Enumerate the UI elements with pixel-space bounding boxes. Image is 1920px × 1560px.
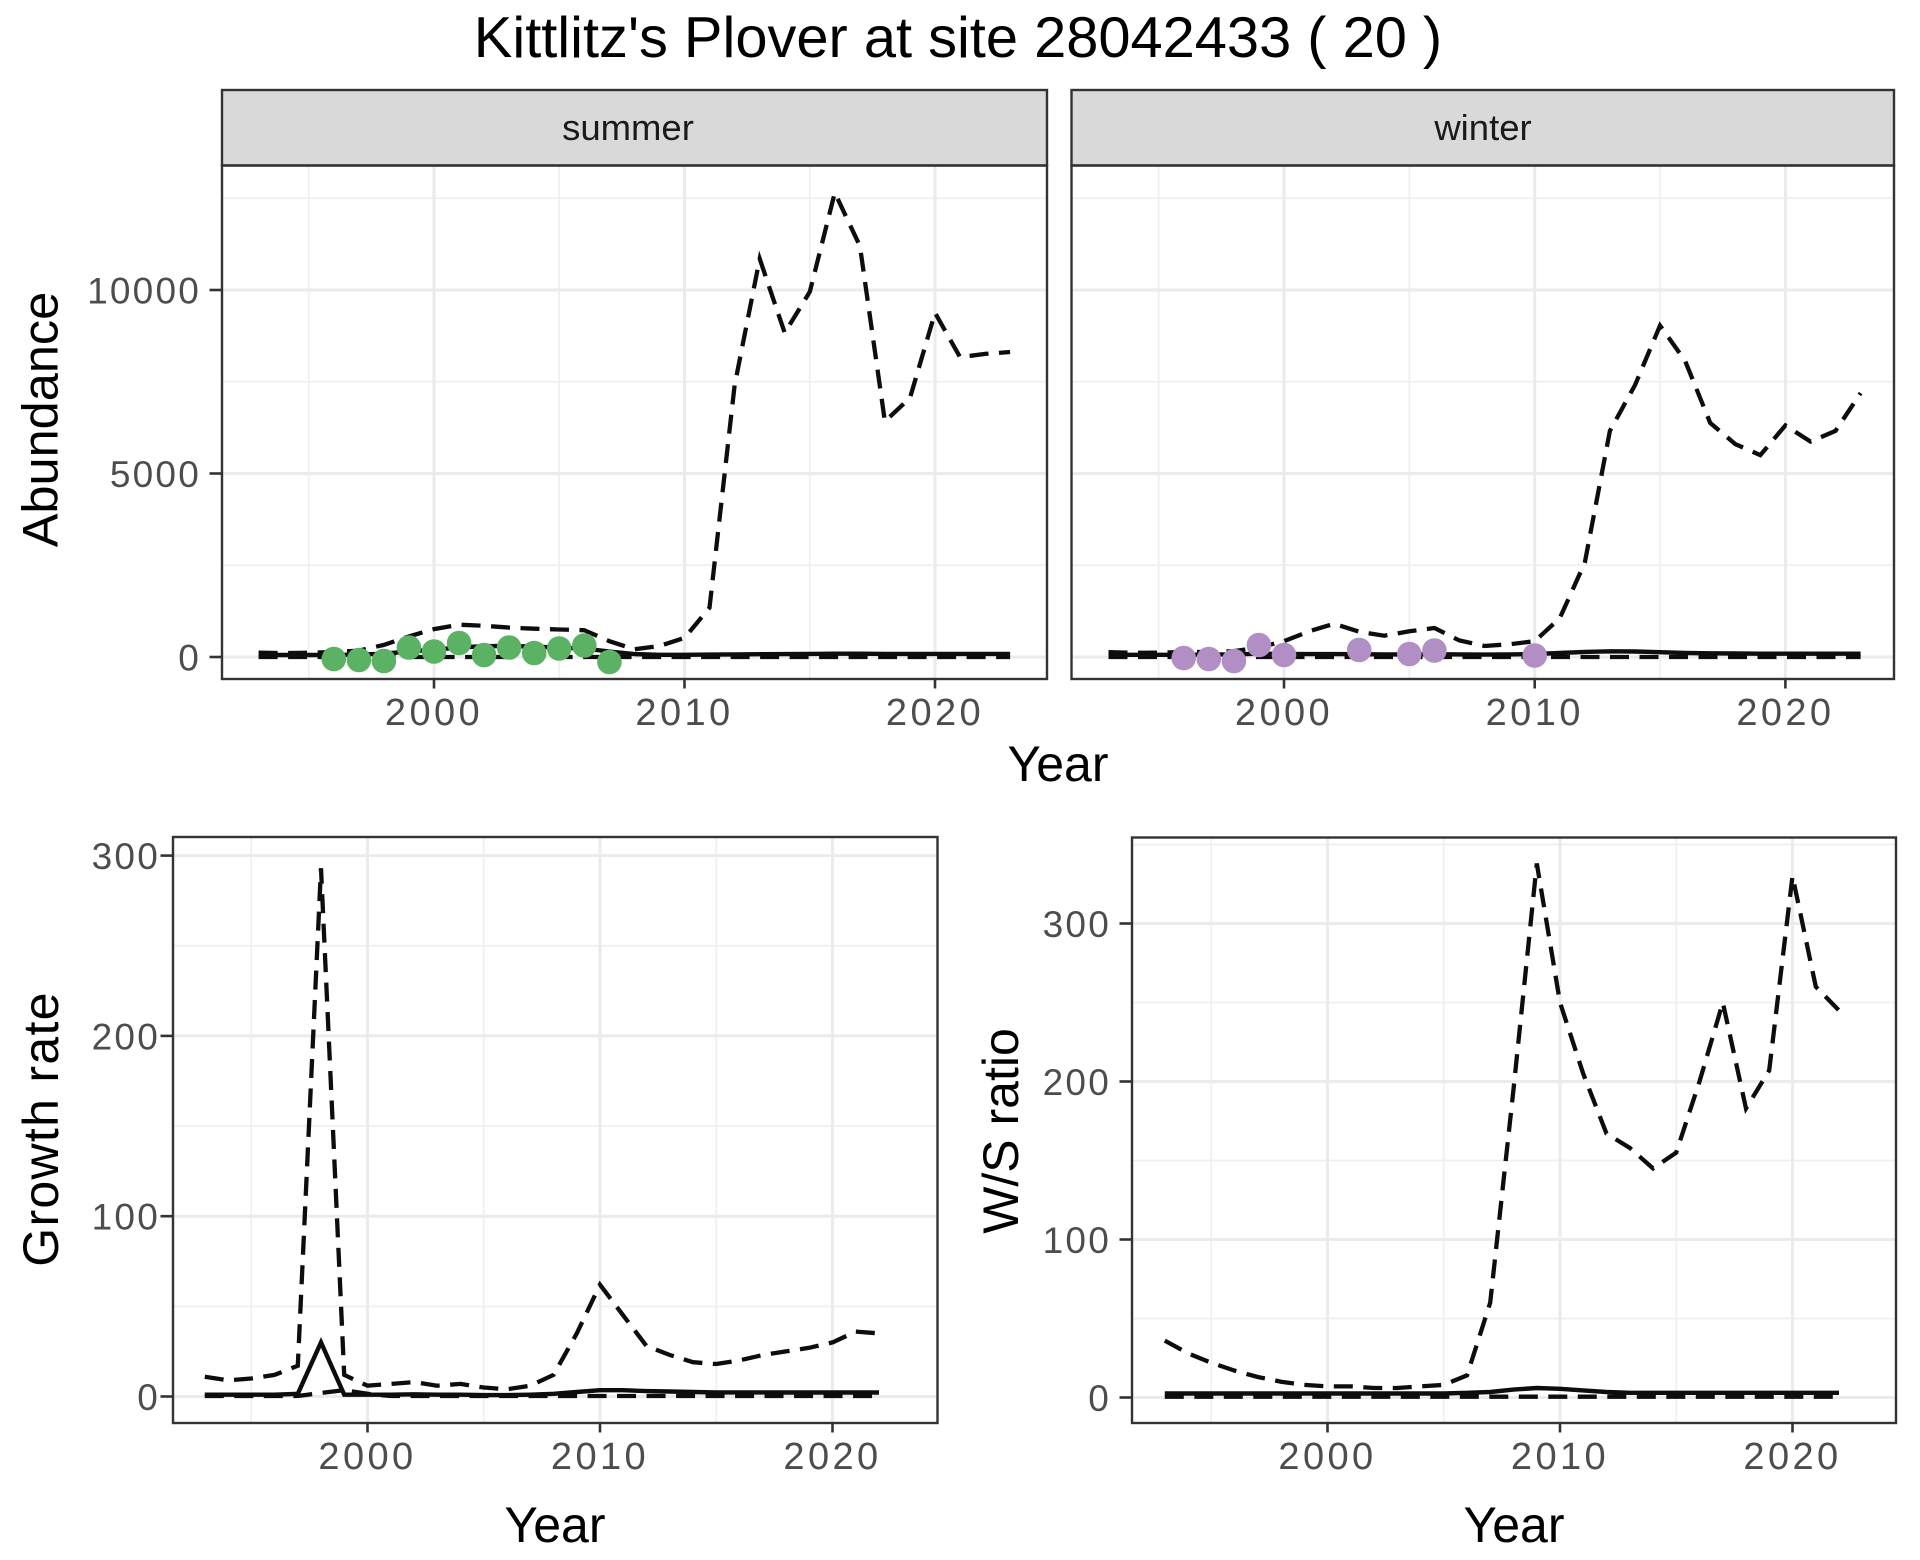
svg-text:300: 300 — [92, 836, 160, 877]
svg-text:2020: 2020 — [886, 692, 984, 734]
svg-text:Abundance: Abundance — [12, 292, 69, 548]
svg-text:2020: 2020 — [1743, 1436, 1841, 1478]
svg-text:2010: 2010 — [1511, 1436, 1609, 1478]
svg-text:2020: 2020 — [783, 1436, 881, 1478]
svg-text:2000: 2000 — [1235, 692, 1333, 734]
svg-text:0: 0 — [178, 638, 201, 679]
svg-text:2000: 2000 — [385, 692, 483, 734]
svg-text:Year: Year — [1007, 736, 1108, 792]
svg-text:Growth rate: Growth rate — [13, 991, 69, 1267]
svg-text:summer: summer — [562, 107, 694, 148]
svg-text:2010: 2010 — [1486, 692, 1584, 734]
svg-text:200: 200 — [92, 1016, 160, 1057]
svg-text:300: 300 — [1043, 904, 1111, 945]
svg-text:Year: Year — [504, 1497, 605, 1553]
svg-text:2010: 2010 — [551, 1436, 649, 1478]
svg-text:winter: winter — [1433, 107, 1531, 148]
svg-text:Kittlitz's Plover at site 2804: Kittlitz's Plover at site 28042433 ( 20 … — [474, 6, 1442, 70]
svg-text:2020: 2020 — [1736, 692, 1834, 734]
svg-text:100: 100 — [1043, 1220, 1111, 1261]
svg-text:200: 200 — [1043, 1062, 1111, 1103]
svg-text:5000: 5000 — [110, 454, 201, 495]
svg-text:Year: Year — [1463, 1497, 1564, 1553]
svg-text:0: 0 — [137, 1377, 160, 1418]
svg-text:0: 0 — [1088, 1378, 1111, 1419]
svg-text:2000: 2000 — [318, 1436, 416, 1478]
svg-text:2000: 2000 — [1278, 1436, 1376, 1478]
svg-text:W/S ratio: W/S ratio — [973, 1028, 1029, 1234]
svg-text:2010: 2010 — [635, 692, 733, 734]
svg-text:100: 100 — [92, 1197, 160, 1238]
svg-text:10000: 10000 — [87, 271, 201, 312]
